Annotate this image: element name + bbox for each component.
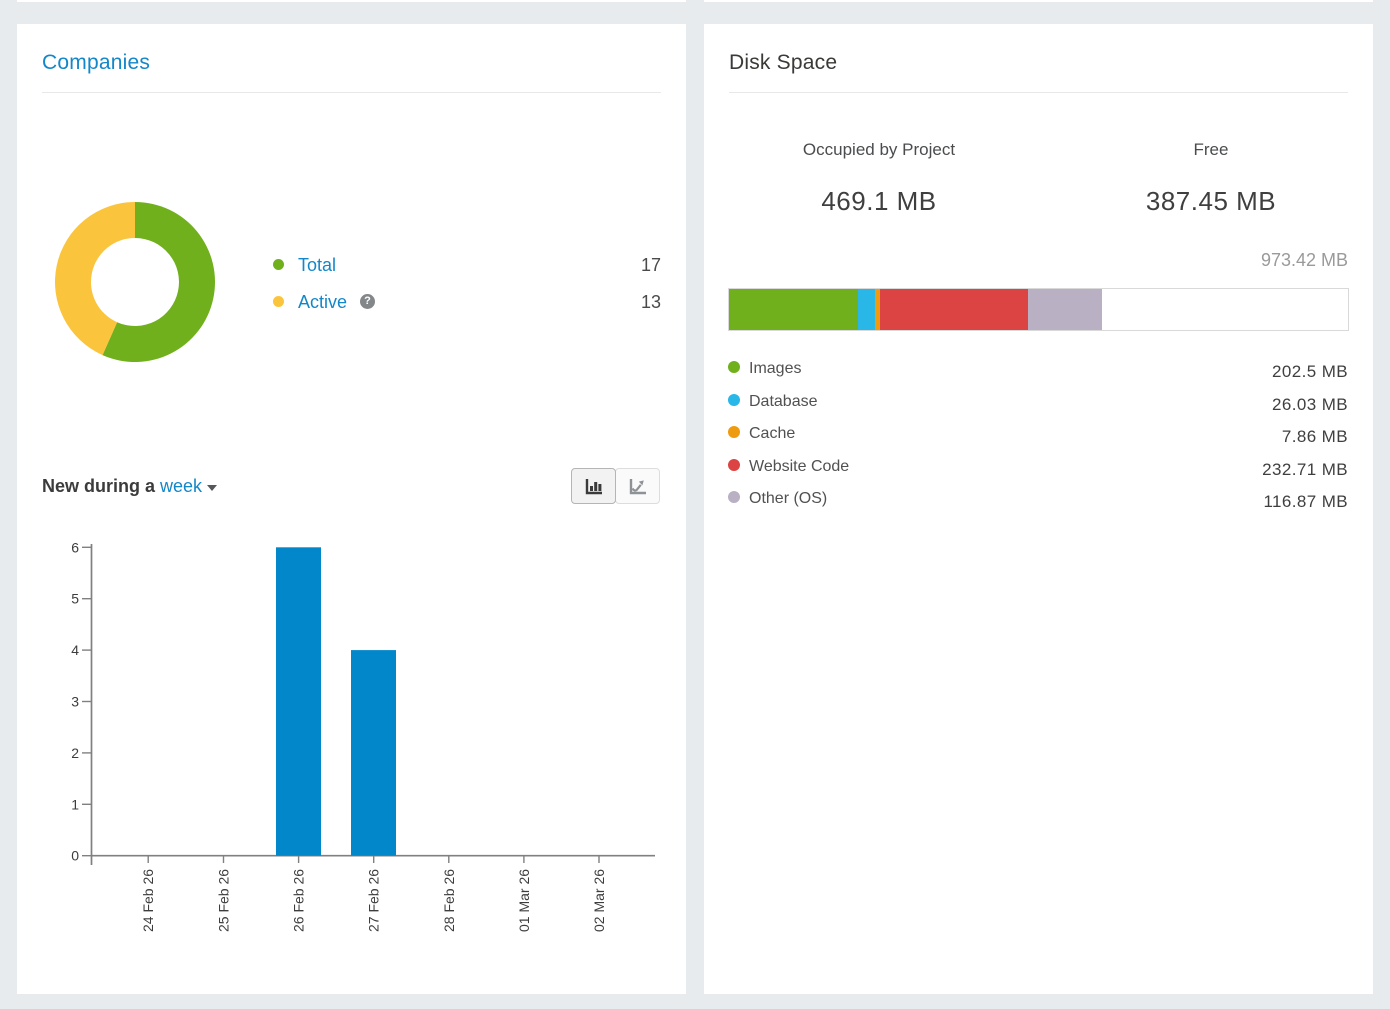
svg-text:6: 6 xyxy=(71,539,79,555)
svg-text:02 Mar 26: 02 Mar 26 xyxy=(591,869,607,932)
svg-text:1: 1 xyxy=(71,796,79,812)
svg-text:5: 5 xyxy=(71,591,79,607)
svg-text:01 Mar 26: 01 Mar 26 xyxy=(516,869,532,932)
svg-text:2: 2 xyxy=(71,745,79,761)
svg-text:4: 4 xyxy=(71,642,79,658)
svg-text:3: 3 xyxy=(71,694,79,710)
svg-text:0: 0 xyxy=(71,848,79,864)
svg-text:27 Feb 26: 27 Feb 26 xyxy=(366,869,382,932)
svg-text:24 Feb 26: 24 Feb 26 xyxy=(140,869,156,932)
svg-text:28 Feb 26: 28 Feb 26 xyxy=(441,869,457,932)
svg-text:26 Feb 26: 26 Feb 26 xyxy=(291,869,307,932)
svg-text:25 Feb 26: 25 Feb 26 xyxy=(216,869,232,932)
